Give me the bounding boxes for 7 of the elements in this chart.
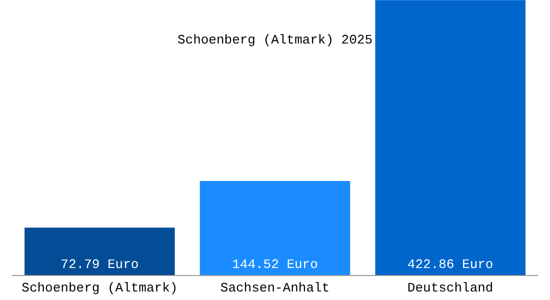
data-label: 72.79 Euro	[60, 257, 139, 272]
text: Schoenberg (Altmark) 2025	[177, 32, 373, 48]
x-tick-label: Sachsen-Anhalt	[220, 280, 330, 296]
data-label: 422.86 Euro	[407, 257, 494, 272]
x-tick-label: Deutschland	[407, 280, 494, 296]
x-tick-label: Schoenberg (Altmark)	[22, 280, 178, 296]
data-label: 144.52 Euro	[232, 257, 318, 272]
